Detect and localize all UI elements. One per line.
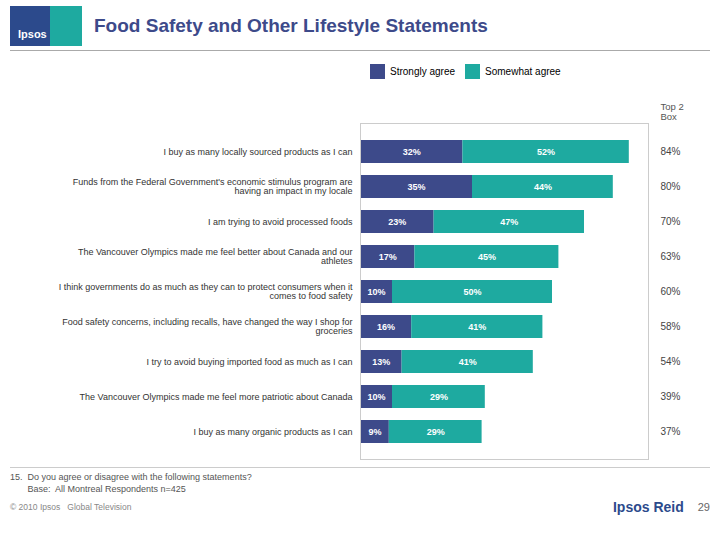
svg-text:The Vancouver Olympics made me: The Vancouver Olympics made me feel bett…: [78, 247, 353, 266]
svg-text:I buy as many organic products: I buy as many organic products as I can: [193, 427, 352, 437]
svg-text:I try to avoid buying imported: I try to avoid buying imported food as m…: [146, 357, 352, 367]
svg-text:16%: 16%: [377, 322, 395, 332]
svg-text:44%: 44%: [534, 182, 552, 192]
svg-text:41%: 41%: [459, 357, 477, 367]
svg-text:52%: 52%: [537, 147, 555, 157]
svg-text:I think governments do as much: I think governments do as much as they c…: [59, 282, 353, 301]
html-text:Strongly agree: Strongly agree: [390, 66, 455, 77]
svg-text:I buy as many locally sourced: I buy as many locally sourced products a…: [163, 147, 352, 157]
html-text:Base: All Montreal Respondents: Base: All Montreal Respondents n=425: [10, 484, 186, 495]
html-text:© 2010 Ipsos Global Television: © 2010 Ipsos Global Television: [10, 502, 132, 512]
svg-text:10%: 10%: [367, 392, 385, 402]
svg-text:84%: 84%: [661, 146, 681, 157]
svg-text:Food safety concerns, includin: Food safety concerns, including recalls,…: [62, 317, 353, 336]
svg-text:32%: 32%: [403, 147, 421, 157]
html-text:Ipsos Reid: Ipsos Reid: [613, 499, 684, 516]
svg-text:17%: 17%: [379, 252, 397, 262]
html-text:Food Safety and Other Lifestyl: Food Safety and Other Lifestyle Statemen…: [94, 15, 488, 36]
svg-text:29%: 29%: [430, 392, 448, 402]
svg-text:Top 2Box: Top 2Box: [661, 101, 684, 122]
svg-text:13%: 13%: [372, 357, 390, 367]
svg-text:37%: 37%: [661, 426, 681, 437]
svg-text:23%: 23%: [388, 217, 406, 227]
html-text:29: 29: [697, 501, 710, 514]
html-text:Ipsos: Ipsos: [18, 28, 47, 40]
svg-text:50%: 50%: [463, 287, 481, 297]
svg-text:60%: 60%: [661, 286, 681, 297]
svg-text:63%: 63%: [661, 251, 681, 262]
svg-text:80%: 80%: [661, 181, 681, 192]
svg-text:45%: 45%: [478, 252, 496, 262]
svg-text:I am trying to avoid processed: I am trying to avoid processed foods: [208, 217, 353, 227]
svg-text:39%: 39%: [661, 391, 681, 402]
svg-text:41%: 41%: [468, 322, 486, 332]
svg-text:10%: 10%: [367, 287, 385, 297]
html-text:Somewhat agree: Somewhat agree: [485, 66, 561, 77]
svg-text:54%: 54%: [661, 356, 681, 367]
svg-text:Funds from the Federal Governm: Funds from the Federal Government's econ…: [73, 177, 353, 196]
svg-text:35%: 35%: [407, 182, 425, 192]
svg-text:29%: 29%: [427, 427, 445, 437]
html-text:15. Do you agree or disagree w: 15. Do you agree or disagree with the fo…: [10, 472, 252, 482]
svg-text:9%: 9%: [368, 427, 381, 437]
svg-text:The Vancouver Olympics made me: The Vancouver Olympics made me feel more…: [80, 392, 353, 402]
svg-text:47%: 47%: [500, 217, 518, 227]
svg-text:58%: 58%: [661, 321, 681, 332]
svg-text:70%: 70%: [661, 216, 681, 227]
